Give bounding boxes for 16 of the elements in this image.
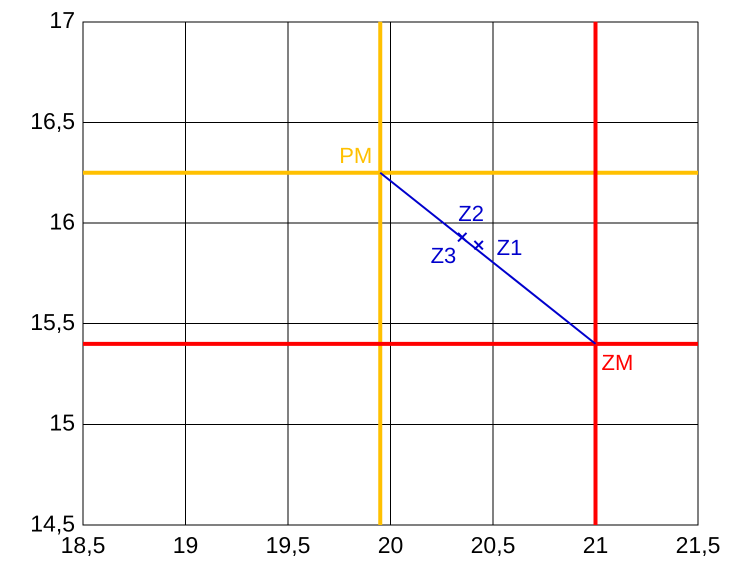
x-tick-label: 20 bbox=[378, 532, 404, 558]
y-tick-label: 17 bbox=[49, 7, 75, 34]
annotation: ZM bbox=[602, 350, 634, 375]
y-tick-label: 15,5 bbox=[30, 309, 75, 336]
x-tick-label: 21,5 bbox=[676, 532, 720, 558]
x-tick-label: 19 bbox=[172, 532, 198, 558]
annotation: PM bbox=[339, 142, 372, 168]
y-tick-label: 16 bbox=[49, 208, 75, 234]
y-tick-label: 15 bbox=[49, 410, 75, 436]
annotation: Z3 bbox=[430, 243, 456, 268]
annotation: Z2 bbox=[458, 201, 484, 226]
x-tick-label: 19,5 bbox=[266, 532, 310, 558]
annotation: Z1 bbox=[496, 235, 522, 260]
y-tick-label: 16,5 bbox=[30, 108, 75, 134]
x-tick-label: 20,5 bbox=[470, 532, 516, 558]
x-tick-label: 21 bbox=[582, 532, 608, 558]
